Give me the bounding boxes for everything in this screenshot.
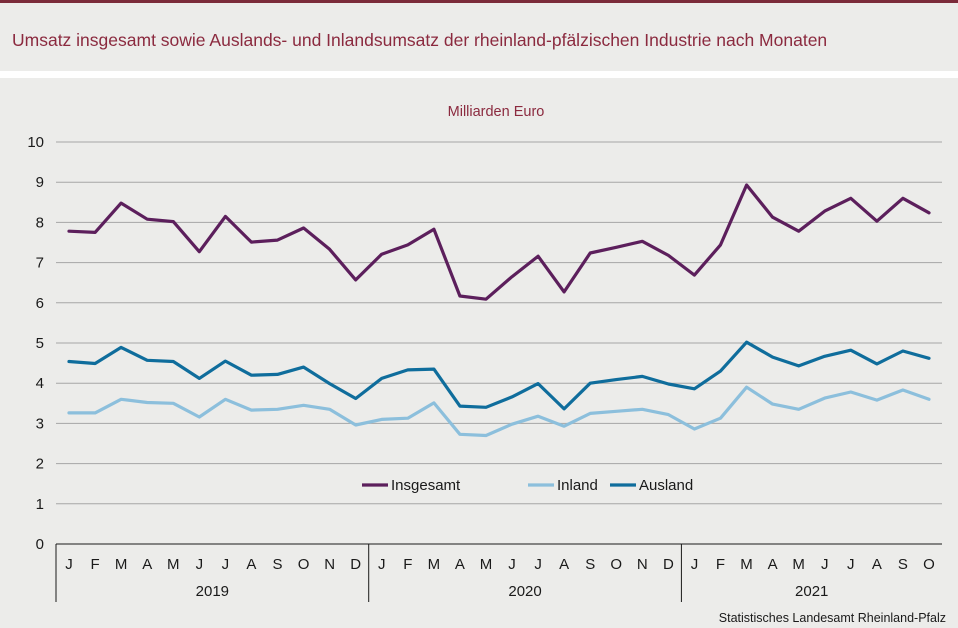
x-tick-label: J [534,556,542,573]
legend-label-insgesamt: Insgesamt [391,477,461,494]
y-axis-ticks: 0 1 2 3 4 5 6 7 8 9 10 [27,134,44,553]
x-tick-label: J [196,556,204,573]
x-tick-label: O [923,556,935,573]
y-tick-label: 7 [36,255,44,272]
x-tick-label: M [167,556,180,573]
x-tick-label: S [898,556,908,573]
page-title: Umsatz insgesamt sowie Auslands- und Inl… [12,30,828,50]
legend-label-inland: Inland [557,477,598,494]
x-tick-label: J [222,556,230,573]
y-tick-label: 4 [36,375,44,392]
legend: Insgesamt Inland Ausland [362,477,693,494]
x-tick-label: A [559,556,569,573]
series-lines [67,183,931,438]
title-bar: Umsatz insgesamt sowie Auslands- und Inl… [0,3,958,71]
y-tick-label: 8 [36,214,44,231]
x-tick-label: M [480,556,493,573]
x-tick-label: A [142,556,152,573]
top-accent-rule [0,0,958,3]
series-line-ausland [67,340,931,411]
x-tick-label: M [115,556,128,573]
year-label: 2021 [795,583,828,600]
y-tick-label: 1 [36,496,44,513]
x-tick-label: M [740,556,753,573]
y-tick-label: 5 [36,335,44,352]
x-tick-label: J [508,556,516,573]
x-tick-label: S [272,556,282,573]
x-tick-label: N [324,556,335,573]
legend-label-ausland: Ausland [639,477,693,494]
x-tick-label: M [428,556,441,573]
x-tick-label: M [792,556,805,573]
year-label: 2020 [508,583,541,600]
x-tick-label: J [821,556,829,573]
x-tick-label: J [65,556,73,573]
x-tick-label: J [847,556,855,573]
source-label: Statistisches Landesamt Rheinland-Pfalz [719,611,946,625]
y-tick-label: 3 [36,415,44,432]
y-tick-label: 6 [36,295,44,312]
x-tick-label: F [716,556,725,573]
separator [0,71,958,78]
x-tick-label: F [91,556,100,573]
x-tick-label: J [378,556,386,573]
y-tick-label: 10 [27,134,44,151]
y-tick-label: 2 [36,456,44,473]
y-tick-label: 0 [36,536,44,553]
series-line-insgesamt [67,183,931,301]
x-tick-label: F [403,556,412,573]
y-tick-label: 9 [36,174,44,191]
x-tick-label: J [691,556,699,573]
x-tick-label: D [350,556,361,573]
year-label: 2019 [196,583,229,600]
unit-label: Milliarden Euro [448,104,545,120]
x-tick-label: A [455,556,465,573]
grid-lines [56,141,942,545]
x-tick-label: N [637,556,648,573]
x-tick-label: O [298,556,310,573]
x-tick-label: A [872,556,882,573]
x-tick-label: S [585,556,595,573]
x-tick-label: D [663,556,674,573]
x-tick-label: A [246,556,256,573]
series-line-inland [67,385,931,438]
x-tick-label: O [610,556,622,573]
x-tick-label: A [768,556,778,573]
